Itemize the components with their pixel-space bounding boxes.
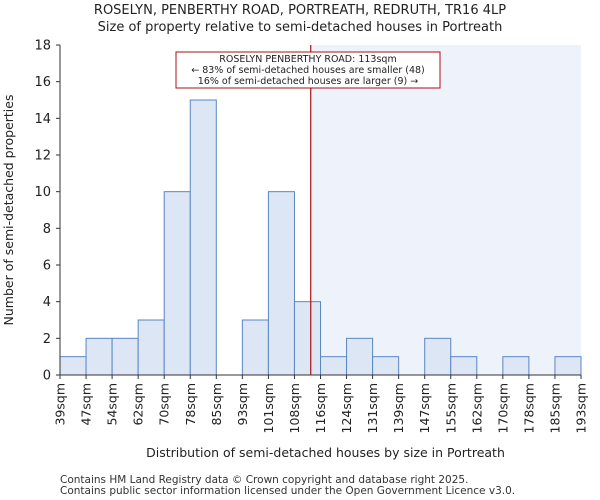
- x-tick-label-139sqm: 139sqm: [391, 383, 406, 433]
- bar-39sqm: [59, 356, 87, 376]
- bar-185sqm: [554, 356, 582, 376]
- y-tick-label-0: 0: [43, 369, 51, 384]
- y-tick-label-10: 10: [34, 185, 51, 200]
- y-tick-label-12: 12: [34, 149, 51, 164]
- x-tick-label-124sqm: 124sqm: [339, 383, 354, 433]
- x-tick-label-85sqm: 85sqm: [209, 383, 224, 426]
- y-tick-label-16: 16: [34, 75, 51, 90]
- x-tick-label-101sqm: 101sqm: [261, 383, 276, 433]
- y-tick-label-18: 18: [34, 39, 51, 54]
- bar-170sqm: [502, 356, 530, 376]
- y-tick-label-2: 2: [43, 332, 51, 347]
- x-tick-label-185sqm: 185sqm: [547, 383, 562, 433]
- bar-116sqm: [320, 356, 348, 376]
- bar-93sqm: [241, 319, 269, 376]
- highlight-region-group: [310, 45, 581, 375]
- bar-54sqm: [111, 337, 139, 376]
- axes-group: 0 2 4 6 8 10 12 14 16 18 39sqm 47sqm 54sqm 62sqm 70sqm…: [34, 39, 588, 434]
- x-tick-label-78sqm: 78sqm: [183, 383, 198, 426]
- bar-131sqm: [372, 356, 400, 376]
- highlight-region: [310, 45, 581, 375]
- chart-title: ROSELYN, PENBERTHY ROAD, PORTREATH, REDR…: [93, 3, 507, 18]
- x-tick-label-47sqm: 47sqm: [79, 383, 94, 426]
- bar-78sqm: [189, 99, 217, 376]
- annotation-line-1: ROSELYN PENBERTHY ROAD: 113sqm: [219, 54, 396, 65]
- x-tick-label-93sqm: 93sqm: [235, 383, 250, 426]
- annotation-line-3: 16% of semi-detached houses are larger (…: [198, 76, 418, 87]
- x-tick-label-178sqm: 178sqm: [521, 383, 536, 433]
- annotation-group: ROSELYN PENBERTHY ROAD: 113sqm← 83% of s…: [175, 51, 441, 89]
- y-axis-label: Number of semi-detached properties: [1, 95, 16, 326]
- bar-108sqm: [293, 301, 322, 376]
- bar-124sqm: [346, 337, 374, 376]
- x-tick-label-116sqm: 116sqm: [313, 383, 328, 433]
- footer-licence: Contains public sector information licen…: [60, 485, 516, 497]
- y-tick-label-14: 14: [34, 112, 51, 127]
- bar-155sqm: [450, 356, 478, 376]
- footer-copyright: Contains HM Land Registry data © Crown c…: [60, 474, 469, 486]
- bar-147sqm: [424, 337, 452, 376]
- x-tick-label-39sqm: 39sqm: [53, 383, 68, 426]
- bar-70sqm: [163, 191, 191, 376]
- y-tick-label-8: 8: [43, 222, 51, 237]
- bar-101sqm: [267, 191, 295, 376]
- bar-62sqm: [137, 319, 165, 376]
- x-tick-label-108sqm: 108sqm: [287, 383, 302, 433]
- annotation-line-2: ← 83% of semi-detached houses are smalle…: [191, 65, 425, 76]
- x-tick-label-193sqm: 193sqm: [574, 383, 589, 433]
- x-tick-label-131sqm: 131sqm: [365, 383, 380, 433]
- chart-subtitle: Size of property relative to semi-detach…: [97, 20, 503, 35]
- annotation-box: [175, 51, 441, 89]
- y-tick-label-4: 4: [43, 295, 51, 310]
- y-tick-label-6: 6: [43, 259, 51, 274]
- x-tick-label-70sqm: 70sqm: [157, 383, 172, 426]
- x-axis-label: Distribution of semi-detached houses by …: [146, 445, 505, 460]
- bar-47sqm: [85, 337, 113, 376]
- bars-group: [59, 99, 582, 376]
- x-tick-label-162sqm: 162sqm: [469, 383, 484, 433]
- x-tick-label-54sqm: 54sqm: [105, 383, 120, 426]
- x-tick-label-62sqm: 62sqm: [131, 383, 146, 426]
- axis-labels-group: Number of semi-detached properties Distri…: [1, 95, 505, 460]
- x-tick-label-170sqm: 170sqm: [495, 383, 510, 433]
- x-tick-label-147sqm: 147sqm: [417, 383, 432, 433]
- x-tick-label-155sqm: 155sqm: [443, 383, 458, 433]
